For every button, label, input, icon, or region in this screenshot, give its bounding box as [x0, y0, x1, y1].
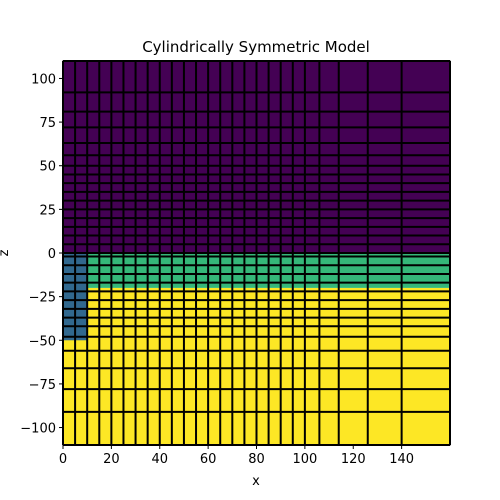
y-tick-label: 0: [48, 247, 56, 262]
x-tick-label: 40: [151, 452, 168, 467]
y-tick-label: 25: [39, 203, 56, 218]
x-axis: 0 20 40 60 80 100 120 140: [59, 445, 414, 467]
x-tick-label: 0: [59, 452, 67, 467]
y-tick-label: 100: [31, 72, 56, 87]
x-tick-label: 80: [248, 452, 265, 467]
x-tick-label: 20: [103, 452, 120, 467]
y-tick-label: −25: [29, 291, 56, 306]
y-axis-label: z: [0, 249, 12, 256]
x-tick-label: 120: [341, 452, 366, 467]
y-tick-label: 75: [39, 116, 56, 131]
x-tick-label: 60: [200, 452, 217, 467]
y-tick-label: 50: [39, 160, 56, 175]
chart-title: Cylindrically Symmetric Model: [142, 38, 370, 56]
y-tick-label: −75: [29, 378, 56, 393]
x-axis-label: x: [252, 474, 260, 489]
y-tick-label: −100: [20, 422, 56, 437]
x-tick-label: 140: [389, 452, 414, 467]
y-axis: −100 −75 −50 −25 0 25 50 75 100: [20, 72, 63, 437]
x-tick-label: 100: [292, 452, 317, 467]
y-tick-label: −50: [29, 334, 56, 349]
